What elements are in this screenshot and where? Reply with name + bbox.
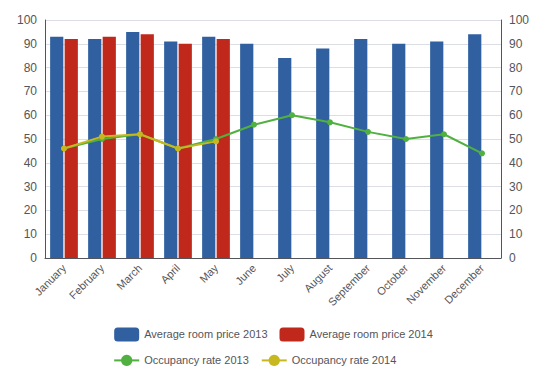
svg-text:80: 80 xyxy=(509,61,523,75)
svg-text:Occupancy rate 2014: Occupancy rate 2014 xyxy=(292,354,397,366)
svg-text:August: August xyxy=(302,262,335,295)
svg-text:December: December xyxy=(442,262,487,307)
svg-text:100: 100 xyxy=(509,13,529,27)
svg-text:40: 40 xyxy=(24,156,38,170)
svg-text:June: June xyxy=(233,262,258,287)
svg-text:March: March xyxy=(114,262,144,292)
svg-text:0: 0 xyxy=(509,251,516,265)
svg-text:January: January xyxy=(32,261,68,297)
svg-text:Average room price 2013: Average room price 2013 xyxy=(144,328,267,340)
svg-text:30: 30 xyxy=(509,180,523,194)
svg-text:80: 80 xyxy=(24,61,38,75)
svg-text:0: 0 xyxy=(30,251,37,265)
svg-text:100: 100 xyxy=(17,13,37,27)
svg-text:May: May xyxy=(197,261,221,285)
svg-text:Average room price 2014: Average room price 2014 xyxy=(310,328,433,340)
svg-text:70: 70 xyxy=(509,84,523,98)
svg-text:April: April xyxy=(158,262,182,286)
svg-text:70: 70 xyxy=(24,84,38,98)
svg-text:90: 90 xyxy=(509,37,523,51)
svg-text:Occupancy rate 2013: Occupancy rate 2013 xyxy=(144,354,249,366)
svg-text:October: October xyxy=(374,262,410,298)
svg-text:November: November xyxy=(404,262,449,307)
svg-text:10: 10 xyxy=(24,227,38,241)
svg-text:February: February xyxy=(67,261,107,301)
svg-text:10: 10 xyxy=(509,227,523,241)
svg-text:50: 50 xyxy=(24,132,38,146)
svg-text:40: 40 xyxy=(509,156,523,170)
svg-text:20: 20 xyxy=(509,203,523,217)
svg-text:September: September xyxy=(326,262,373,309)
svg-text:50: 50 xyxy=(509,132,523,146)
svg-text:30: 30 xyxy=(24,180,38,194)
svg-text:20: 20 xyxy=(24,203,38,217)
svg-text:60: 60 xyxy=(509,108,523,122)
svg-text:90: 90 xyxy=(24,37,38,51)
svg-text:60: 60 xyxy=(24,108,38,122)
svg-text:July: July xyxy=(274,261,297,284)
